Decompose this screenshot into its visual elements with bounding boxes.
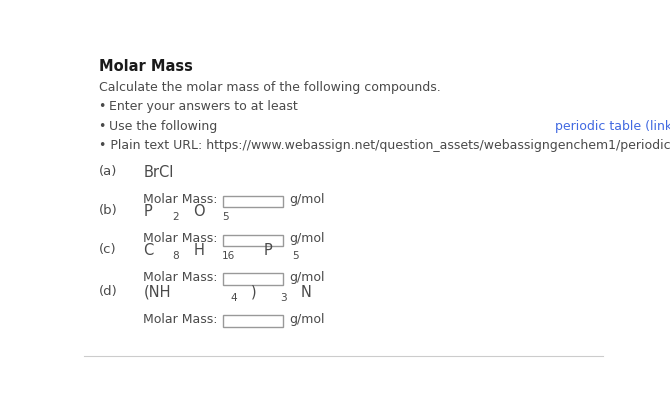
Text: Molar Mass:: Molar Mass: — [143, 193, 218, 206]
Text: P: P — [143, 204, 152, 219]
Text: g/mol: g/mol — [289, 271, 324, 284]
Text: g/mol: g/mol — [289, 232, 324, 245]
Text: 2: 2 — [172, 212, 179, 222]
Text: (d): (d) — [99, 285, 118, 298]
Text: 8: 8 — [172, 250, 179, 261]
Text: 5: 5 — [293, 250, 299, 261]
Text: (NH: (NH — [143, 285, 171, 300]
Text: O: O — [193, 204, 205, 219]
Text: Molar Mass: Molar Mass — [99, 59, 193, 74]
Text: • Plain text URL: https://www.webassign.net/question_assets/webassigngenchem1/pe: • Plain text URL: https://www.webassign.… — [99, 139, 670, 152]
Text: (c): (c) — [99, 243, 117, 256]
Text: •: • — [99, 120, 111, 133]
Text: BrCl: BrCl — [143, 165, 174, 180]
Text: g/mol: g/mol — [289, 313, 324, 326]
Text: Molar Mass:: Molar Mass: — [143, 271, 218, 284]
Text: Molar Mass:: Molar Mass: — [143, 232, 218, 245]
FancyBboxPatch shape — [223, 234, 283, 246]
Text: ): ) — [251, 285, 257, 300]
Text: 5: 5 — [222, 212, 228, 222]
FancyBboxPatch shape — [223, 316, 283, 327]
Text: Calculate the molar mass of the following compounds.: Calculate the molar mass of the followin… — [99, 81, 441, 94]
Text: 16: 16 — [222, 250, 235, 261]
Text: Use the following: Use the following — [109, 120, 221, 133]
Text: C: C — [143, 243, 153, 258]
Text: periodic table (link opens in a new window): periodic table (link opens in a new wind… — [555, 120, 670, 133]
Text: •: • — [99, 101, 111, 114]
Text: N: N — [301, 285, 312, 300]
Text: Enter your answers to at least: Enter your answers to at least — [109, 101, 302, 114]
FancyBboxPatch shape — [223, 274, 283, 285]
Text: Molar Mass:: Molar Mass: — [143, 313, 218, 326]
Text: H: H — [193, 243, 204, 258]
Text: (b): (b) — [99, 204, 118, 217]
Text: (a): (a) — [99, 165, 118, 178]
Text: 3: 3 — [280, 292, 287, 303]
Text: 4: 4 — [230, 292, 237, 303]
FancyBboxPatch shape — [223, 196, 283, 207]
Text: g/mol: g/mol — [289, 193, 324, 206]
Text: P: P — [264, 243, 273, 258]
